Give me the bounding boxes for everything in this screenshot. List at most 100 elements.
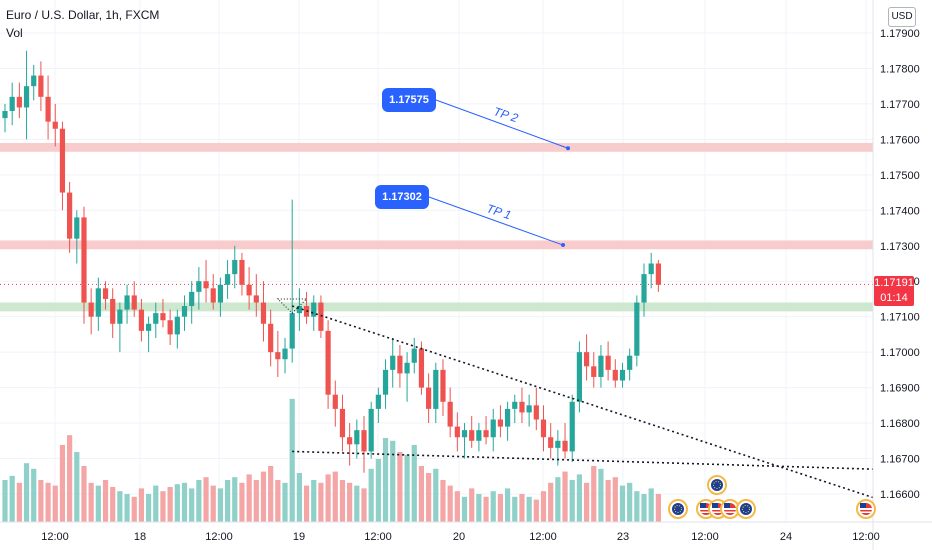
candle-body (45, 96, 51, 122)
volume-bar (59, 445, 66, 522)
economic-event-icons[interactable] (668, 475, 876, 519)
volume-bar (368, 468, 374, 522)
candle-body (627, 355, 633, 370)
time-tick-label: 18 (134, 531, 146, 543)
candle-body (224, 274, 231, 285)
volume-bar (591, 466, 597, 522)
volume-bar (583, 482, 590, 522)
candle-body (612, 369, 618, 381)
candle-body (102, 288, 109, 299)
candle-body (189, 291, 195, 307)
volume-bar (641, 494, 647, 522)
candle-body (634, 302, 640, 356)
volume-bar (555, 477, 561, 522)
time-tick-label: 24 (780, 531, 792, 543)
candle-body (88, 302, 94, 317)
time-tick-label: 23 (617, 531, 629, 543)
time-tick-label: 20 (453, 531, 465, 543)
candle-body (440, 369, 446, 402)
volume-bar (648, 488, 654, 522)
volume-bar (102, 480, 109, 522)
candle-body (641, 274, 647, 303)
price-tick-label: 1.17400 (880, 205, 920, 217)
candle-body (332, 394, 338, 409)
tp2-price-box[interactable]: 1.17575 (382, 88, 436, 112)
candle-body (9, 96, 15, 112)
volume-bar (339, 480, 346, 522)
volume-bar (282, 482, 288, 522)
volume-bar (540, 491, 547, 522)
candle-body (375, 394, 381, 409)
time-tick-label: 19 (293, 531, 305, 543)
candle-body (16, 96, 22, 108)
volume-bar (418, 466, 425, 522)
volume-bar (454, 491, 460, 522)
candle-body (433, 369, 439, 409)
candle-body (311, 302, 317, 317)
candle-body (239, 259, 245, 285)
time-tick-label: 12:00 (529, 531, 557, 543)
volume-bar (627, 482, 633, 522)
candle-body (318, 302, 324, 331)
volume-bar (210, 485, 216, 522)
candle-body (519, 401, 525, 413)
candle-body (81, 217, 87, 303)
volume-bar (160, 491, 166, 522)
candle-body (210, 288, 216, 303)
volume-bar (598, 468, 604, 522)
volume-bar (469, 488, 475, 522)
volume-bar (411, 445, 417, 522)
volume-bar (9, 475, 15, 522)
candle-body (505, 408, 511, 427)
candle-body (648, 263, 654, 275)
volume-bar (117, 491, 123, 522)
volume-bar (483, 496, 489, 522)
volume-bar (246, 474, 252, 522)
candle-body (397, 355, 403, 374)
candle-body (282, 348, 288, 360)
price-tick-label: 1.16800 (880, 418, 920, 430)
candle-body (260, 302, 267, 324)
volume-bar (217, 488, 223, 522)
trendline (292, 450, 874, 470)
price-tick-label: 1.17000 (880, 347, 920, 359)
candle-body (483, 430, 489, 438)
volume-bar (619, 485, 626, 522)
candles (2, 50, 661, 473)
volume-bar (232, 477, 238, 522)
volume-indicator-label[interactable]: Vol (6, 26, 23, 40)
candle-body (540, 419, 547, 438)
candle-body (2, 111, 8, 119)
volume-bar (296, 473, 302, 522)
candle-body (296, 306, 302, 314)
volume-bar (260, 471, 267, 522)
candle-body (411, 348, 417, 363)
price-tick-label: 1.17300 (880, 241, 920, 253)
candle-body (598, 355, 604, 377)
currency-button[interactable]: USD (888, 7, 916, 27)
time-tick-label: 12:00 (41, 531, 69, 543)
candle-body (526, 405, 532, 413)
time-axis[interactable]: 12:00 18 12:00 19 12:00 20 12:00 23 12:00 24 12:00 (0, 521, 932, 543)
volume-bar (196, 480, 202, 522)
candle-body (591, 366, 597, 377)
candle-body (124, 295, 130, 310)
candle-body (354, 430, 360, 445)
candle-body (59, 128, 66, 193)
volume-bar (23, 463, 30, 522)
volume-bar (74, 452, 80, 522)
candle-body (490, 419, 496, 438)
candle-body (289, 313, 295, 349)
time-tick-label: 12:00 (852, 531, 880, 543)
candle-body (476, 430, 482, 441)
volume-bar (2, 480, 8, 522)
candle-body (232, 259, 238, 275)
volume-bar (461, 496, 468, 522)
tp1-price-box[interactable]: 1.17302 (375, 185, 429, 209)
volume-bar (612, 477, 618, 522)
candle-body (562, 440, 568, 452)
price-zones (0, 142, 873, 312)
price-axis[interactable]: 1.17900 1.17800 1.17700 1.17600 1.17500 1.174… (872, 0, 920, 550)
candle-body (217, 284, 223, 303)
